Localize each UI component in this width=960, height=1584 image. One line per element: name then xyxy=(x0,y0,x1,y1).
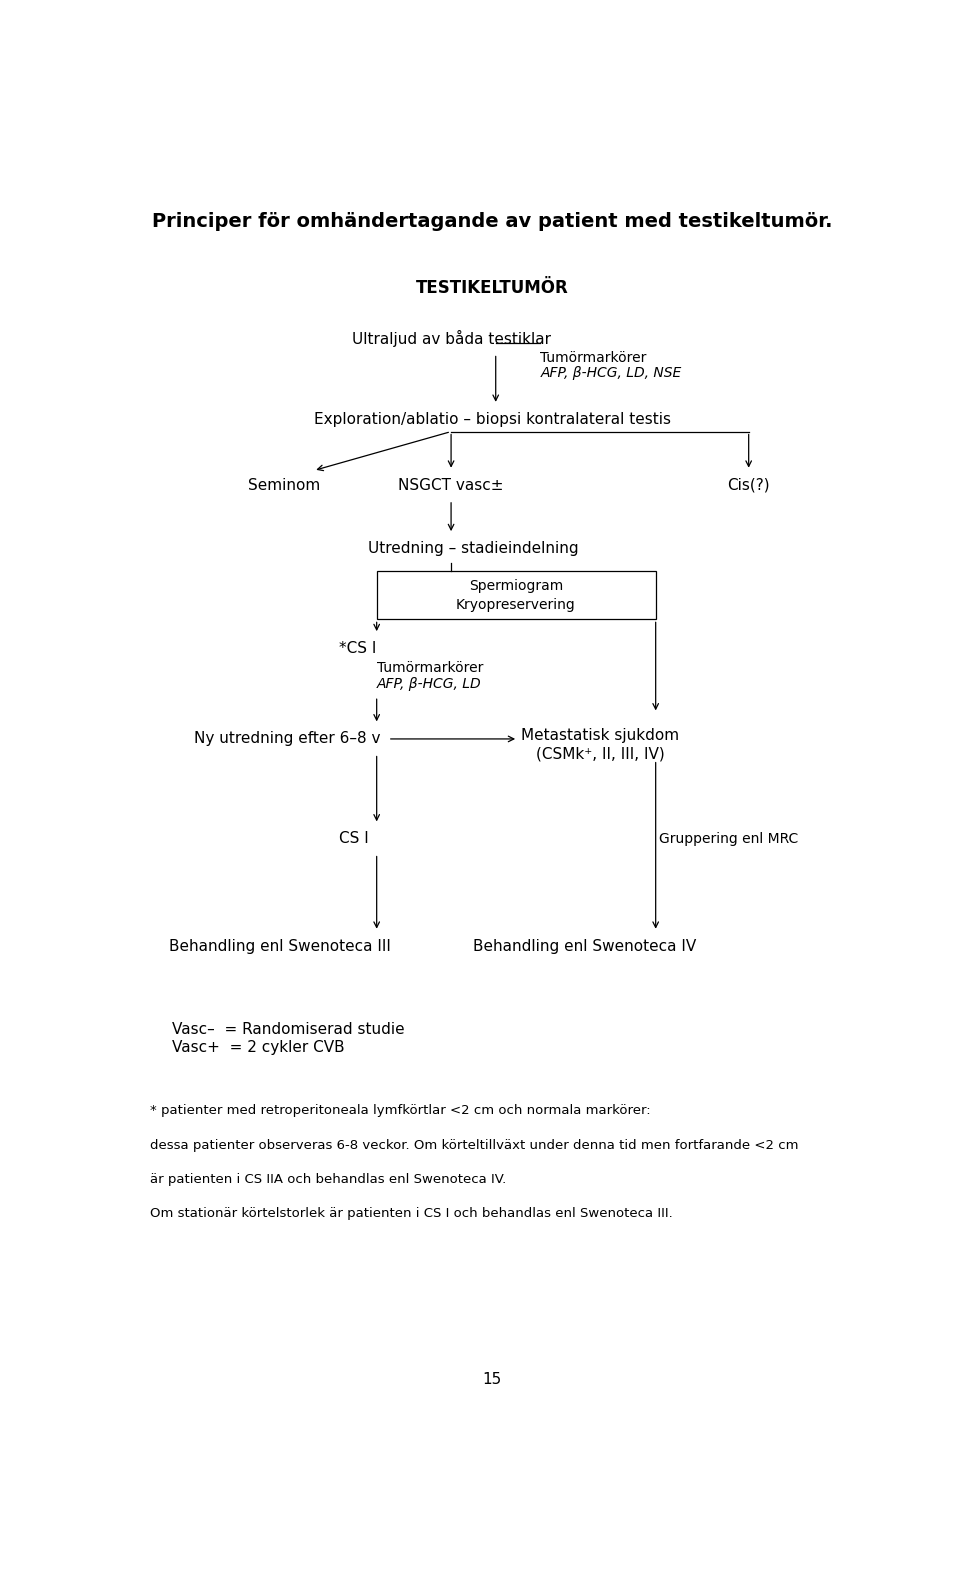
Text: dessa patienter observeras 6-8 veckor. Om körteltillväxt under denna tid men for: dessa patienter observeras 6-8 veckor. O… xyxy=(150,1139,799,1152)
Text: NSGCT vasc±: NSGCT vasc± xyxy=(398,478,504,493)
Text: Principer för omhändertagande av patient med testikeltumör.: Principer för omhändertagande av patient… xyxy=(152,212,832,231)
Text: Gruppering enl MRC: Gruppering enl MRC xyxy=(660,832,799,846)
Text: *CS I: *CS I xyxy=(340,642,377,656)
Text: TESTIKELTUMÖR: TESTIKELTUMÖR xyxy=(416,279,568,296)
Text: 15: 15 xyxy=(482,1372,502,1386)
Text: (CSMk⁺, II, III, IV): (CSMk⁺, II, III, IV) xyxy=(536,746,664,760)
Text: * patienter med retroperitoneala lymfkörtlar <2 cm och normala markörer:: * patienter med retroperitoneala lymfkör… xyxy=(150,1104,650,1117)
Text: Vasc–  = Randomiserad studie: Vasc– = Randomiserad studie xyxy=(172,1022,405,1036)
Text: Utredning – stadieindelning: Utredning – stadieindelning xyxy=(368,542,579,556)
Text: Cis(?): Cis(?) xyxy=(728,478,770,493)
Text: Behandling enl Swenoteca IV: Behandling enl Swenoteca IV xyxy=(473,939,697,954)
Text: AFP, β-HCG, LD, NSE: AFP, β-HCG, LD, NSE xyxy=(540,366,682,380)
Text: Metastatisk sjukdom: Metastatisk sjukdom xyxy=(521,727,679,743)
Text: Vasc+  = 2 cykler CVB: Vasc+ = 2 cykler CVB xyxy=(172,1041,345,1055)
Text: Ny utredning efter 6–8 v: Ny utredning efter 6–8 v xyxy=(194,732,381,746)
Bar xyxy=(376,570,656,619)
Text: är patienten i CS IIA och behandlas enl Swenoteca IV.: är patienten i CS IIA och behandlas enl … xyxy=(150,1172,506,1186)
Text: Om stationär körtelstorlek är patienten i CS I och behandlas enl Swenoteca III.: Om stationär körtelstorlek är patienten … xyxy=(150,1207,673,1220)
Text: Tumörmarkörer: Tumörmarkörer xyxy=(540,352,647,366)
Text: Exploration/ablatio – biopsi kontralateral testis: Exploration/ablatio – biopsi kontralater… xyxy=(314,412,670,426)
Text: CS I: CS I xyxy=(340,832,370,846)
Text: Ultraljud av båda testiklar: Ultraljud av båda testiklar xyxy=(351,331,551,347)
Text: Behandling enl Swenoteca III: Behandling enl Swenoteca III xyxy=(169,939,391,954)
Text: AFP, β-HCG, LD: AFP, β-HCG, LD xyxy=(376,676,481,691)
Text: Seminom: Seminom xyxy=(248,478,320,493)
Text: Tumörmarkörer: Tumörmarkörer xyxy=(376,661,483,675)
Text: Kryopreservering: Kryopreservering xyxy=(456,597,576,611)
Text: Spermiogram: Spermiogram xyxy=(468,580,563,594)
